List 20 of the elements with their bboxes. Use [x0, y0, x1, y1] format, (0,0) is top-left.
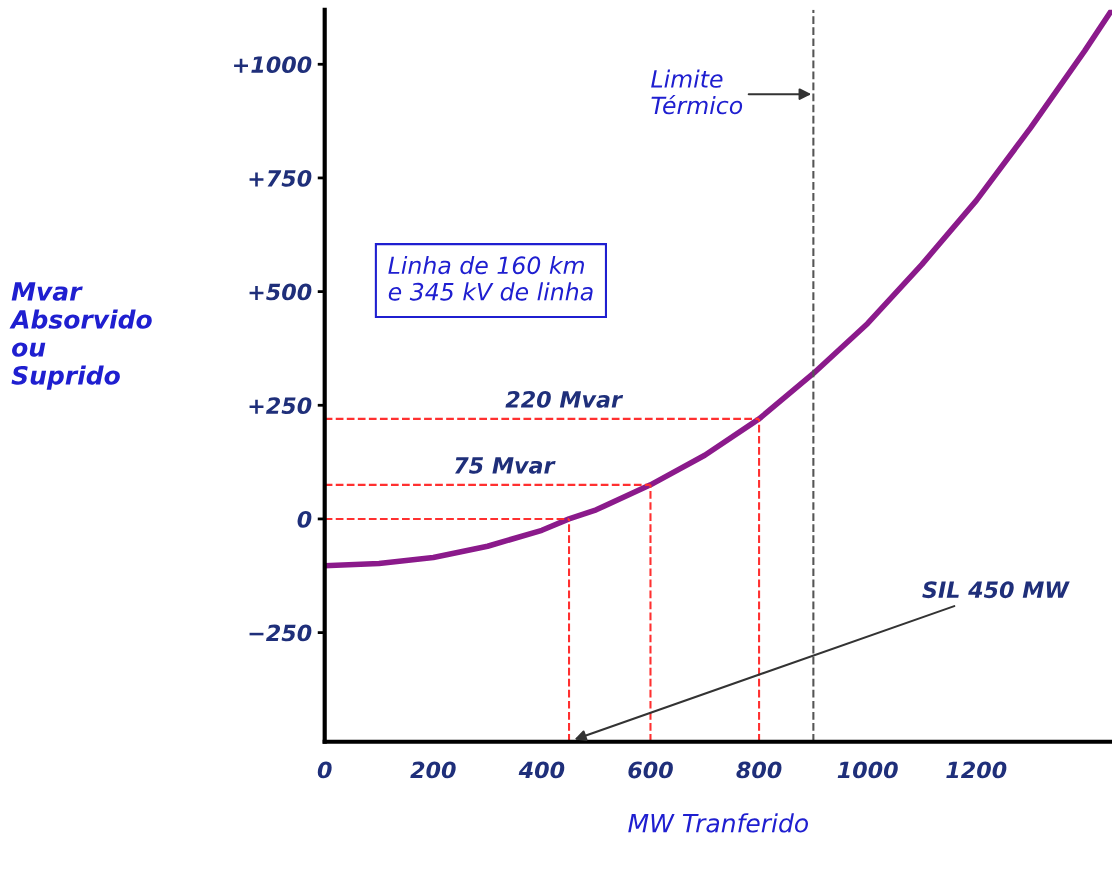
x-tick-label: 600 — [628, 761, 673, 779]
x-axis-title: MW Tranferido — [628, 813, 808, 833]
x-tick-label: 0 — [317, 761, 332, 779]
y-axis-title: Mvar Absorvido ou Suprido — [9, 282, 152, 390]
x-tick-label: 1200 — [946, 761, 1007, 779]
y-tick-label: 0 — [297, 510, 312, 528]
ref-line-label: 75 Mvar — [455, 457, 556, 474]
x-tick-label: 400 — [518, 761, 565, 779]
ref-line-label: 220 Mvar — [505, 390, 624, 408]
ref-line-label: Limite Térmico — [651, 69, 743, 115]
ref-line-label: SIL 450 MW — [922, 581, 1070, 599]
y-tick-label: +1000 — [234, 56, 312, 74]
y-tick-label: +750 — [249, 169, 312, 187]
y-tick-label: +500 — [249, 283, 312, 301]
y-tick-label: −250 — [249, 624, 312, 642]
annotation: Linha de 160 km e 345 kV de linha — [388, 255, 593, 301]
x-tick-label: 200 — [410, 761, 456, 779]
x-tick-label: 1000 — [837, 761, 898, 779]
x-tick-label: 800 — [736, 761, 782, 779]
y-tick-label: +250 — [249, 397, 312, 415]
